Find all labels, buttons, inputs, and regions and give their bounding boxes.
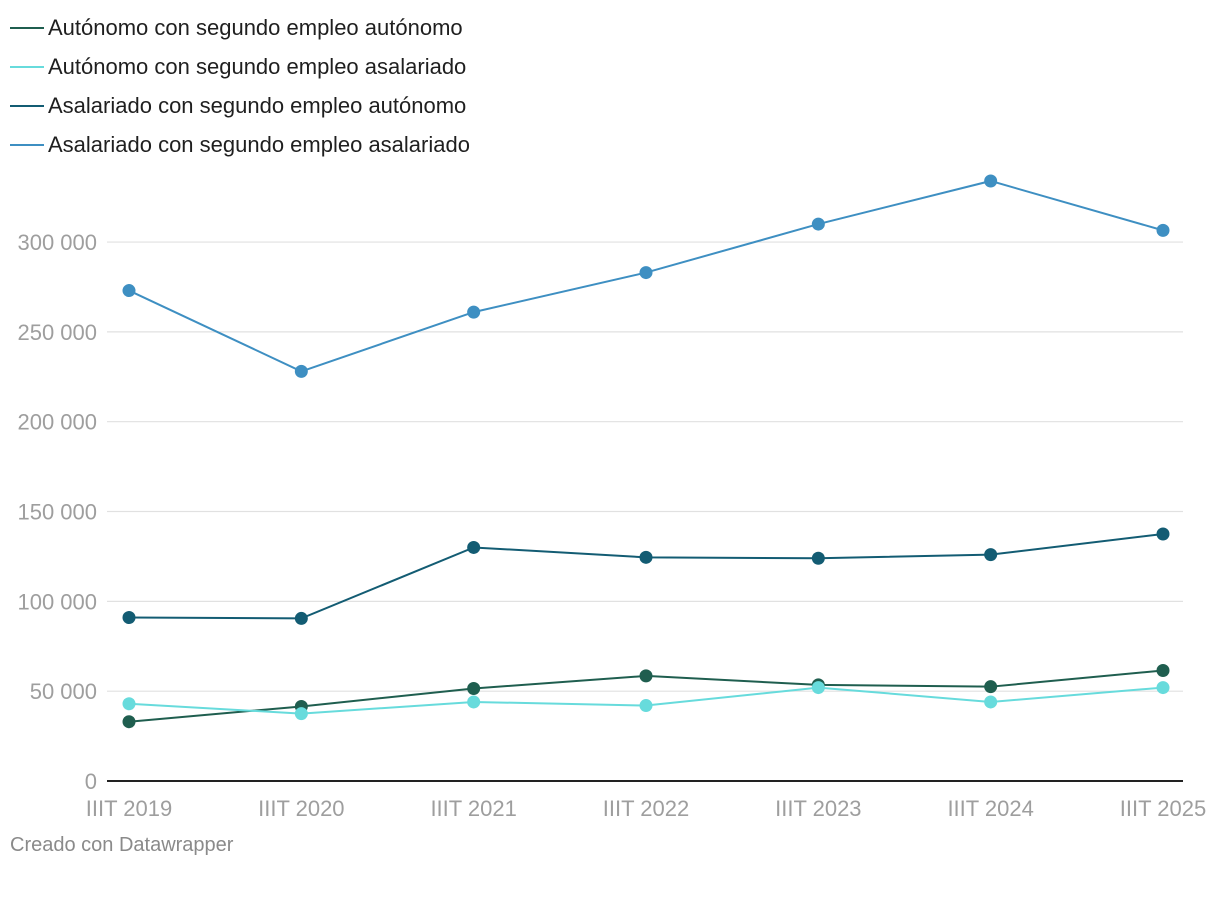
data-point-series-4 [122, 284, 136, 298]
credit-footer: Creado con Datawrapper [10, 834, 234, 856]
x-tick-label: IIIT 2023 [775, 796, 861, 821]
data-point-series-3 [639, 550, 653, 564]
x-tick-label: IIIT 2021 [430, 796, 516, 821]
x-tick-label: IIIT 2024 [947, 796, 1033, 821]
data-point-series-2 [122, 697, 136, 711]
legend-label: Asalariado con segundo empleo asalariado [48, 131, 470, 157]
y-tick-label: 300 000 [17, 230, 97, 255]
data-point-series-4 [294, 364, 308, 378]
x-tick-label: IIIT 2019 [86, 796, 172, 821]
legend-item-asalariado-autonomo: Asalariado con segundo empleo autónomo [10, 86, 470, 125]
legend-label: Asalariado con segundo empleo autónomo [48, 92, 467, 118]
data-point-series-2 [639, 699, 653, 713]
data-point-series-2 [467, 695, 481, 709]
y-tick-label: 50 000 [30, 679, 97, 704]
legend-label: Autónomo con segundo empleo autónomo [48, 14, 463, 40]
legend-swatch [10, 26, 44, 29]
data-point-series-1 [1156, 664, 1170, 678]
data-point-series-3 [811, 551, 825, 565]
legend-item-autonomo-asalariado: Autónomo con segundo empleo asalariado [10, 47, 470, 86]
x-tick-label: IIIT 2020 [258, 796, 344, 821]
legend-swatch [10, 143, 44, 146]
legend-item-asalariado-asalariado: Asalariado con segundo empleo asalariado [10, 125, 470, 164]
data-point-series-3 [984, 548, 998, 562]
y-tick-label: 150 000 [17, 500, 97, 525]
legend-swatch [10, 104, 44, 107]
data-point-series-2 [984, 695, 998, 709]
data-point-series-1 [639, 669, 653, 683]
x-tick-label: IIIT 2022 [603, 796, 689, 821]
data-point-series-1 [467, 681, 481, 695]
chart-legend: Autónomo con segundo empleo autónomo Aut… [10, 8, 470, 164]
y-tick-label: 200 000 [17, 410, 97, 435]
x-tick-label: IIIT 2025 [1120, 796, 1206, 821]
y-tick-label: 0 [85, 769, 97, 794]
data-point-series-2 [1156, 681, 1170, 695]
data-point-series-4 [984, 174, 998, 188]
legend-label: Autónomo con segundo empleo asalariado [48, 53, 467, 79]
y-tick-label: 100 000 [17, 589, 97, 614]
y-tick-label: 250 000 [17, 320, 97, 345]
data-point-series-3 [467, 540, 481, 554]
legend-swatch [10, 65, 44, 68]
data-point-series-4 [639, 266, 653, 280]
data-point-series-3 [122, 611, 136, 625]
data-point-series-1 [122, 715, 136, 729]
legend-item-autonomo-autonomo: Autónomo con segundo empleo autónomo [10, 8, 470, 47]
data-point-series-4 [1156, 223, 1170, 237]
data-point-series-2 [811, 681, 825, 695]
data-point-series-3 [1156, 527, 1170, 541]
data-point-series-2 [294, 707, 308, 721]
data-point-series-4 [467, 305, 481, 319]
data-point-series-4 [811, 217, 825, 231]
data-point-series-1 [984, 680, 998, 694]
series-line-3 [128, 532, 1164, 620]
data-point-series-3 [294, 611, 308, 625]
